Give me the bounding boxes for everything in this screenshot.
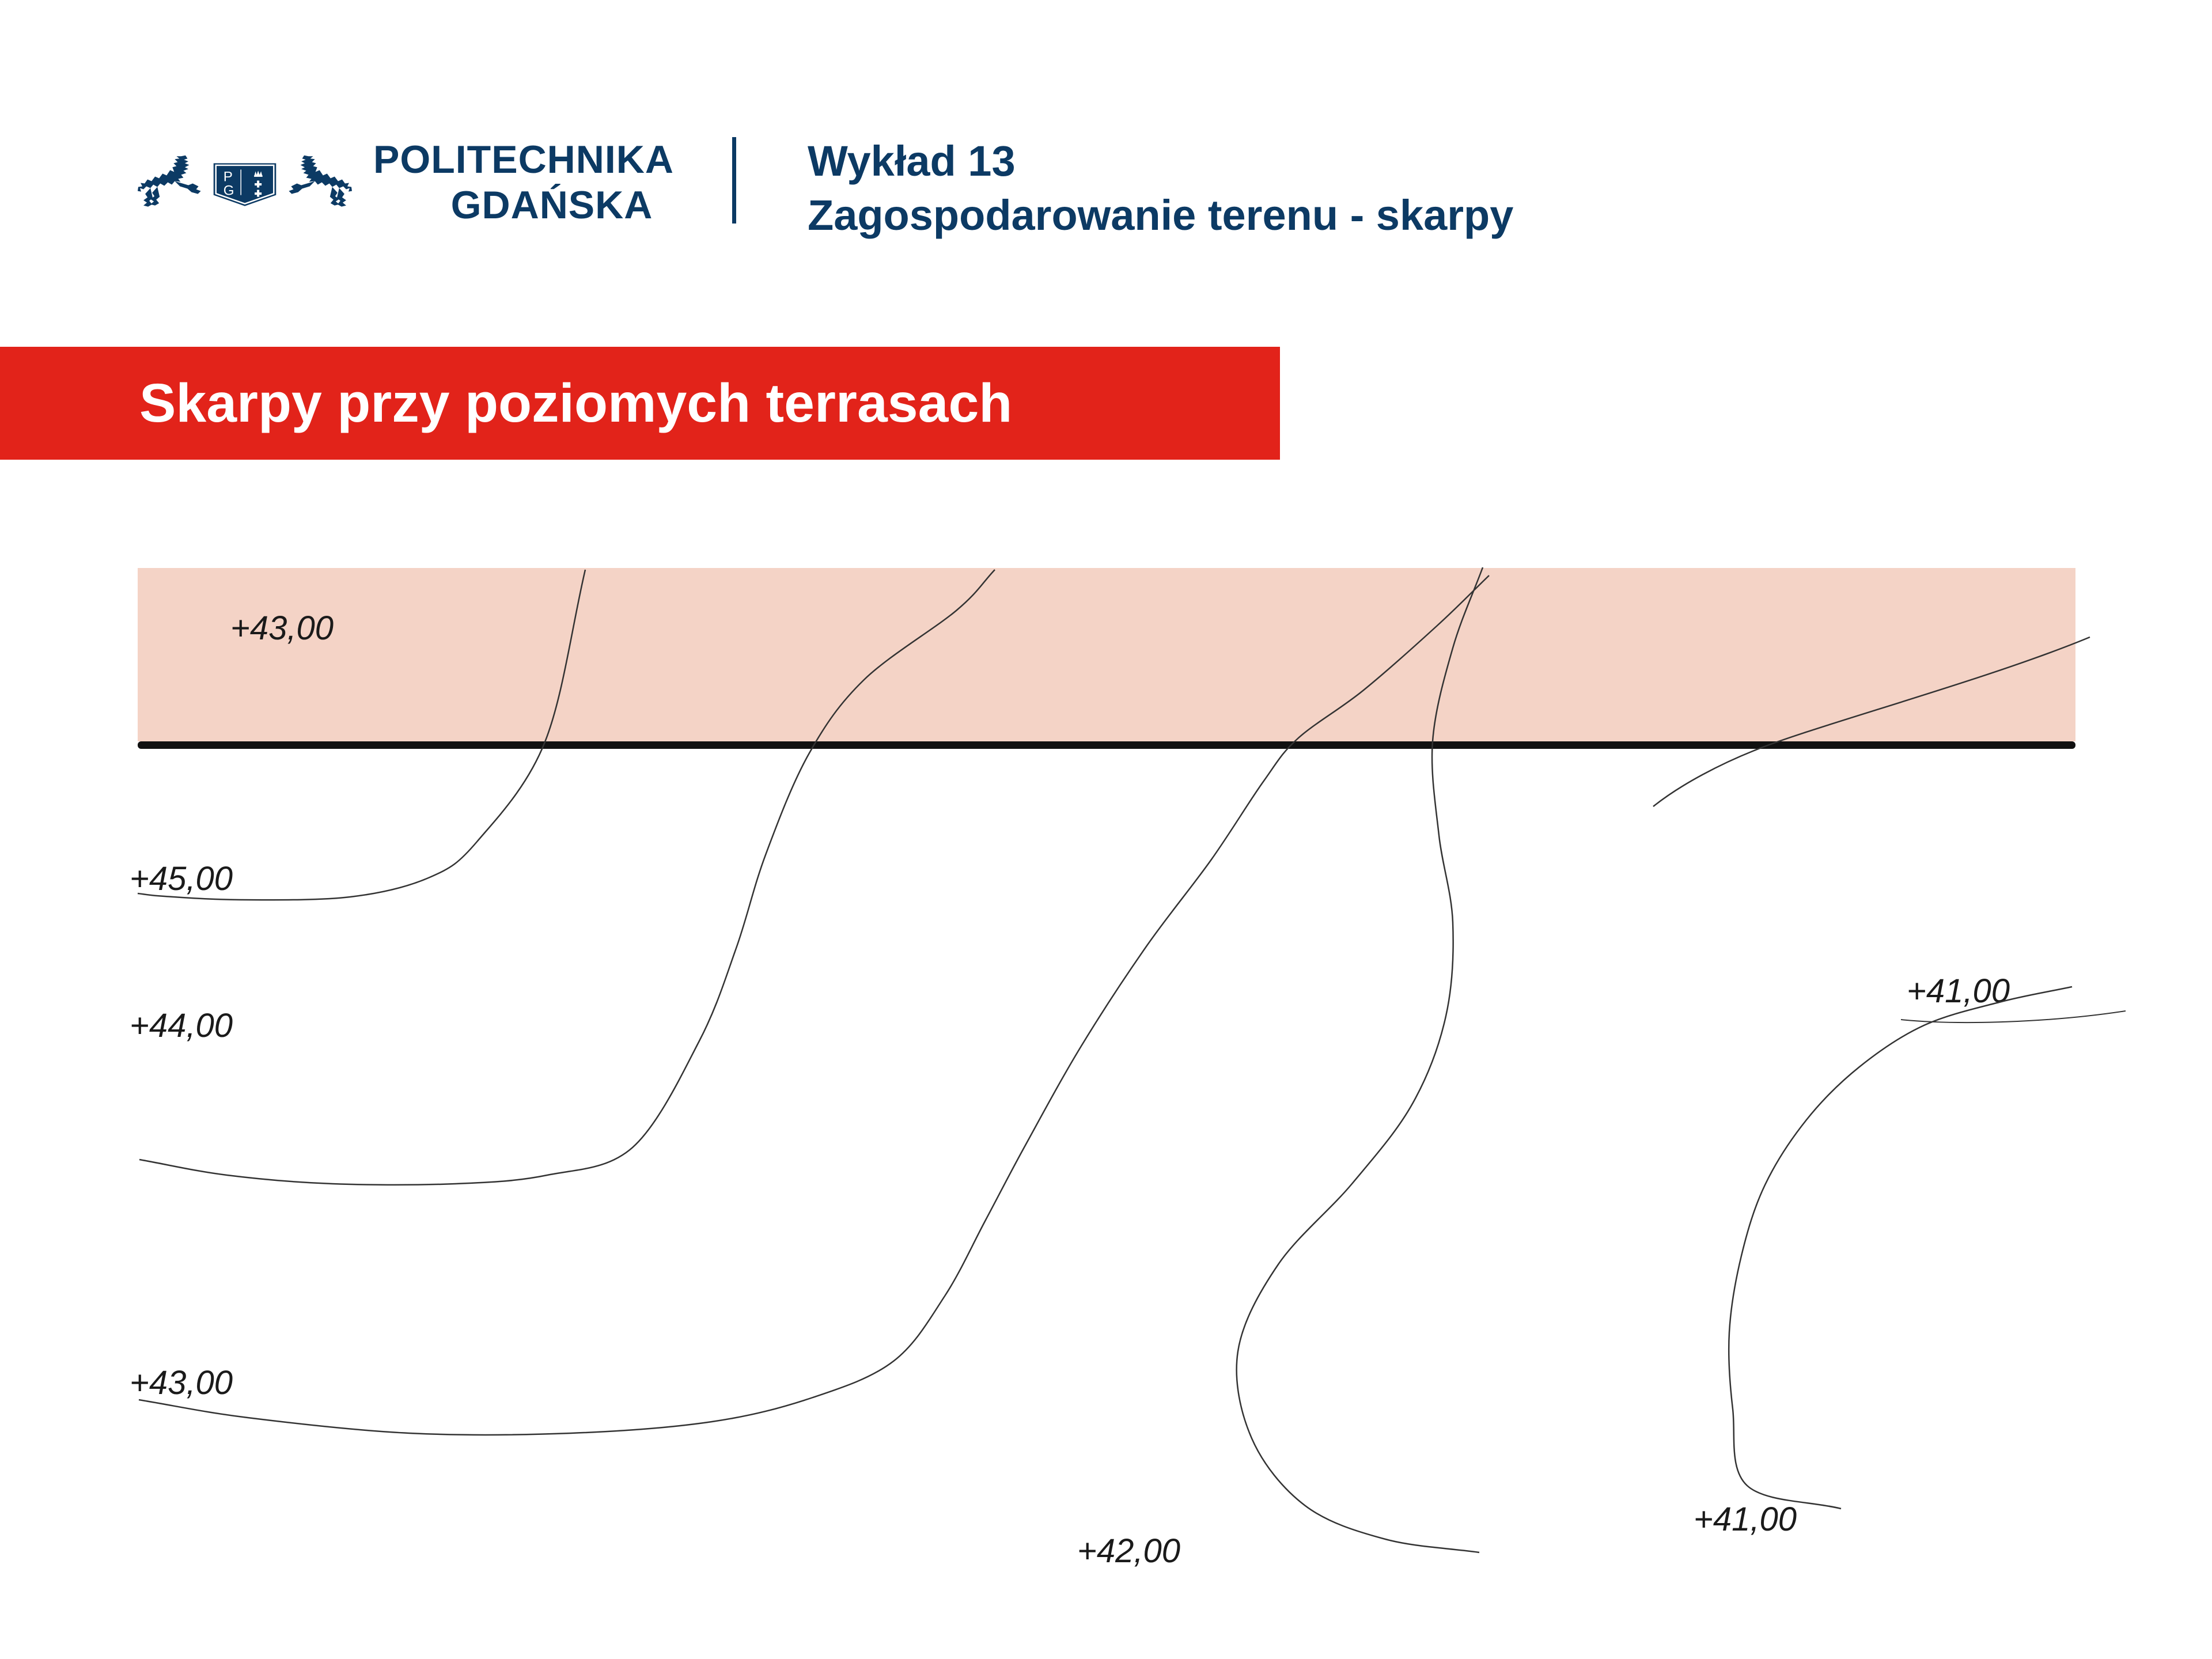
svg-text:+42,00: +42,00 xyxy=(1077,1532,1180,1570)
svg-text:+44,00: +44,00 xyxy=(130,1007,233,1044)
svg-text:+43,00: +43,00 xyxy=(230,609,334,647)
svg-text:+41,00: +41,00 xyxy=(1694,1501,1797,1538)
svg-text:+45,00: +45,00 xyxy=(130,860,233,897)
svg-text:+43,00: +43,00 xyxy=(130,1364,233,1402)
